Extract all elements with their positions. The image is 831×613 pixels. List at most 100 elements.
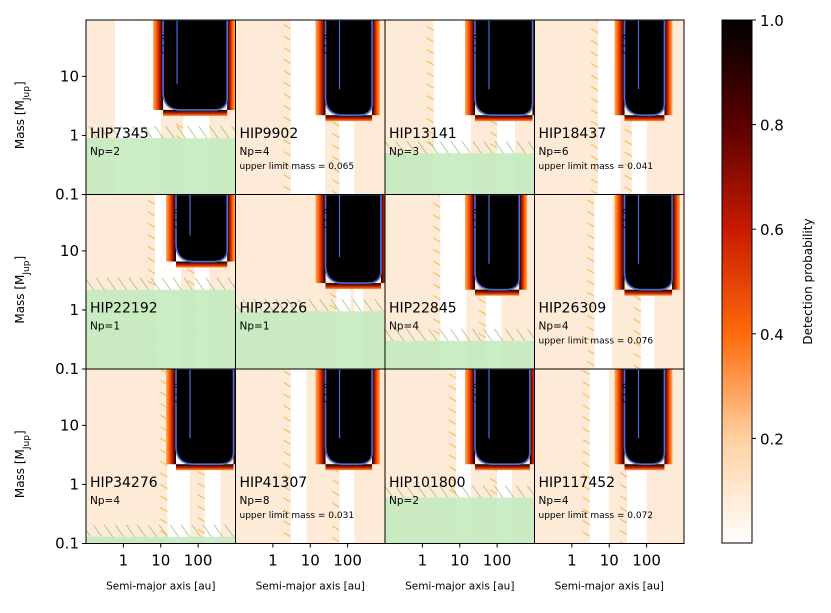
- high-probability-region: [325, 369, 373, 465]
- probability-gradient-edge: [166, 194, 176, 262]
- mass-limit-hatch: [235, 299, 385, 312]
- high-probability-region: [624, 194, 673, 290]
- planet-count: Np=8: [240, 495, 270, 507]
- probability-gradient-edge: [166, 369, 176, 465]
- probability-gradient-edge: [325, 115, 373, 122]
- y-tick-label: 10: [60, 242, 79, 260]
- contour-line: [623, 194, 673, 291]
- contour-label: 0.90: [642, 389, 652, 409]
- probability-gradient-edge: [176, 464, 234, 471]
- mass-limit-band: [86, 138, 236, 195]
- contour-line: [324, 20, 373, 117]
- colorbar-tick-label: 1.0: [760, 12, 784, 30]
- zone-boundary-hatch: [160, 369, 168, 544]
- star-name: HIP26309: [539, 301, 607, 317]
- contour-label: 0.15: [171, 209, 181, 229]
- zone-boundary-hatch: [582, 369, 590, 544]
- panel-hip101800: 0.15 0.90 HIP101800 Np=2: [384, 368, 535, 544]
- probability-gradient-edge: [325, 464, 373, 471]
- x-tick-label: 10: [301, 552, 320, 570]
- contour-line: [474, 194, 521, 291]
- contour-label: 0.90: [193, 389, 203, 409]
- probability-gradient-edge: [664, 369, 673, 465]
- probability-gradient-edge: [176, 261, 228, 268]
- probability-gradient-edge: [624, 289, 673, 296]
- probability-gradient-edge: [465, 369, 475, 465]
- star-name: HIP7345: [90, 126, 149, 142]
- probability-gradient-edge: [614, 369, 625, 465]
- mass-limit-hatch: [86, 524, 236, 537]
- zone-boundary-hatch: [449, 369, 457, 544]
- y-tick-label: 0.1: [55, 535, 79, 553]
- probability-gradient-edge: [532, 20, 535, 116]
- accessible-zone: [589, 369, 610, 544]
- colorbar: [721, 19, 753, 544]
- y-tick-label: 10: [60, 67, 79, 85]
- star-name: HIP22845: [389, 301, 457, 317]
- probability-gradient-edge: [227, 20, 236, 110]
- star-name: HIP117452: [539, 475, 616, 491]
- x-tick-label: 10: [450, 552, 469, 570]
- panel-hip34276: 0.15 0.90 HIP34276 Np=4: [85, 368, 236, 544]
- probability-gradient-edge: [465, 20, 475, 116]
- contour-line: [474, 20, 534, 117]
- contour-label: 0.15: [158, 34, 168, 54]
- probability-gradient-edge: [153, 20, 164, 110]
- x-tick-label: 10: [600, 552, 619, 570]
- contour-label: 0.15: [470, 209, 480, 229]
- contour-label: 0.15: [620, 383, 630, 403]
- high-probability-region: [475, 194, 520, 290]
- upper-limit-mass: upper limit mass = 0.072: [539, 511, 654, 521]
- probability-gradient-edge: [233, 369, 236, 465]
- contour-line: [324, 369, 373, 466]
- x-tick-label: 1: [418, 552, 428, 570]
- high-probability-region: [475, 369, 530, 465]
- zone-boundary-hatch: [329, 194, 337, 369]
- probability-gradient-edge: [315, 369, 326, 465]
- y-axis-label: Mass [MJup]: [13, 256, 32, 324]
- contour-line: [175, 369, 235, 466]
- y-axis-label: Mass [MJup]: [13, 81, 32, 149]
- mass-limit-hatch: [385, 328, 535, 341]
- probability-gradient-edge: [227, 194, 236, 262]
- colorbar-tick-label: 0.4: [760, 326, 784, 344]
- x-tick-label: 100: [483, 552, 512, 570]
- upper-limit-mass: upper limit mass = 0.076: [539, 337, 654, 347]
- contour-line: [162, 20, 229, 111]
- zone-boundary-hatch: [590, 20, 598, 195]
- star-name: HIP101800: [389, 475, 466, 491]
- zone-boundary-hatch: [283, 369, 291, 544]
- star-name: HIP41307: [240, 475, 308, 491]
- x-axis-label: Semi-major axis [au]: [405, 581, 514, 593]
- upper-limit-mass: upper limit mass = 0.065: [240, 162, 355, 172]
- zone-boundary-hatch: [283, 20, 291, 195]
- colorbar-label: Detection probability: [801, 218, 815, 344]
- mass-limit-band: [86, 289, 236, 369]
- contour-label: 0.15: [620, 34, 630, 54]
- mass-limit-band: [385, 497, 535, 544]
- probability-gradient-edge: [315, 194, 326, 284]
- mass-limit-hatch: [385, 485, 535, 498]
- contour-label: 0.90: [343, 389, 353, 409]
- contour-label: 0.15: [620, 209, 630, 229]
- x-tick-label: 100: [184, 552, 213, 570]
- panel-hip22845: 0.15 0.90 HIP22845 Np=4: [384, 194, 535, 370]
- panel-hip41307: 0.15 0.90 HIP41307 Np=8 upper limit mass = 0…: [235, 368, 386, 544]
- star-name: HIP13141: [389, 126, 457, 142]
- accessible-zone: [594, 194, 613, 369]
- planet-count: Np=1: [90, 321, 120, 333]
- mass-limit-hatch: [385, 141, 535, 154]
- planet-count: Np=3: [389, 146, 419, 158]
- planet-count: Np=4: [240, 146, 270, 158]
- high-probability-region: [163, 20, 228, 110]
- star-name: HIP9902: [240, 126, 299, 142]
- contour-line: [324, 194, 382, 284]
- colorbar-tick-label: 0.2: [760, 430, 784, 448]
- mass-limit-hatch: [86, 277, 236, 290]
- y-axis-label: Mass [MJup]: [13, 430, 32, 498]
- high-probability-region: [624, 369, 665, 465]
- star-name: HIP22226: [240, 301, 308, 317]
- high-probability-region: [325, 20, 373, 116]
- contour-label: 0.15: [321, 383, 331, 403]
